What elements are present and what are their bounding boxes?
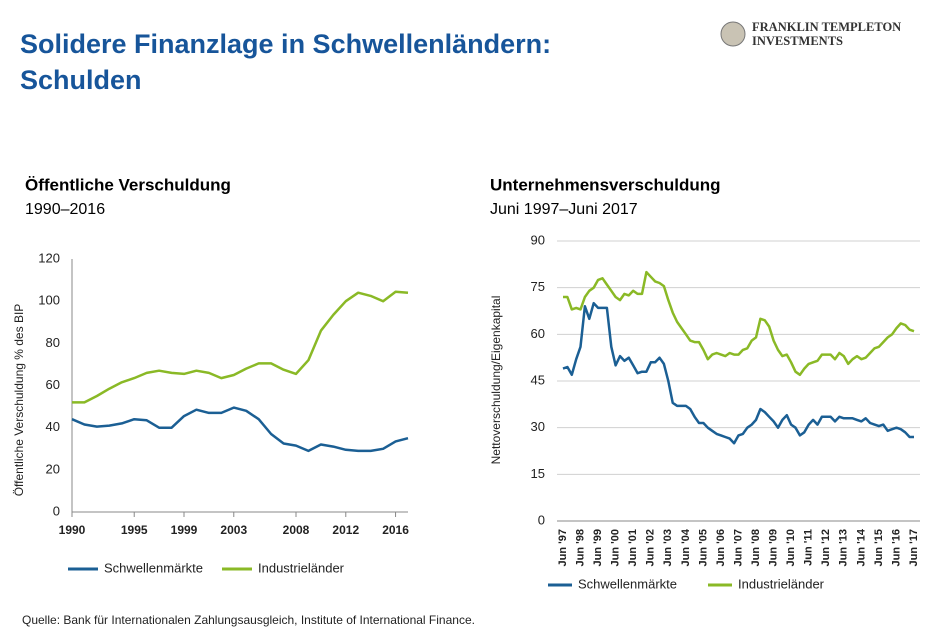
x-tick-label: 2008 xyxy=(283,523,310,537)
y-tick-label: 0 xyxy=(53,503,60,518)
y-tick-label: 90 xyxy=(531,232,545,247)
y-tick-label: 80 xyxy=(46,335,60,350)
x-tick-label: Jun '15 xyxy=(873,529,885,566)
legend-label: Industrieländer xyxy=(258,560,345,575)
legend-label: Schwellenmärkte xyxy=(104,560,203,575)
slide-title: Solidere Finanzlage in Schwellenländern: xyxy=(20,29,551,59)
x-tick-label: Jun '00 xyxy=(610,529,622,566)
y-tick-label: 100 xyxy=(38,293,60,308)
x-tick-label: Jun '09 xyxy=(768,529,780,566)
x-tick-label: Jun '02 xyxy=(645,529,657,566)
y-tick-label: 120 xyxy=(38,250,60,265)
data-line xyxy=(562,301,914,445)
chart-title: Öffentliche Verschuldung xyxy=(25,175,231,194)
x-tick-label: Jun '13 xyxy=(838,529,850,566)
x-tick-label: Jun '01 xyxy=(627,529,639,566)
x-tick-label: Jun '11 xyxy=(803,529,815,566)
x-tick-label: Jun '08 xyxy=(750,529,762,566)
y-tick-label: 0 xyxy=(538,512,545,527)
y-tick-label: 40 xyxy=(46,419,60,434)
x-tick-label: Jun '16 xyxy=(890,529,902,566)
x-tick-label: Jun '98 xyxy=(574,529,586,566)
y-tick-label: 75 xyxy=(531,279,545,294)
chart-subtitle: 1990–2016 xyxy=(25,201,105,218)
data-line xyxy=(71,406,409,453)
logo-text: FRANKLIN TEMPLETON xyxy=(752,20,901,34)
x-tick-label: Jun '07 xyxy=(732,529,744,566)
chart-title: Unternehmensverschuldung xyxy=(490,175,721,194)
logo-text: INVESTMENTS xyxy=(752,34,843,48)
data-line xyxy=(72,290,409,404)
x-tick-label: 2003 xyxy=(220,523,247,537)
legend-label: Industrieländer xyxy=(738,576,825,591)
x-tick-label: Jun '10 xyxy=(785,529,797,566)
x-tick-label: 2016 xyxy=(382,523,409,537)
y-axis-label: Nettoverschuldung/Eigenkapital xyxy=(489,296,503,465)
x-tick-label: 2012 xyxy=(332,523,359,537)
legend-label: Schwellenmärkte xyxy=(578,576,677,591)
x-tick-label: Jun '99 xyxy=(592,529,604,566)
source-note: Quelle: Bank für Internationalen Zahlung… xyxy=(22,613,475,627)
x-tick-label: Jun '12 xyxy=(820,529,832,566)
x-tick-label: Jun '97 xyxy=(557,529,569,566)
slide-title: Schulden xyxy=(20,65,142,95)
x-tick-label: Jun '17 xyxy=(908,529,920,566)
x-tick-label: Jun '06 xyxy=(715,529,727,566)
y-tick-label: 45 xyxy=(531,372,545,387)
y-tick-label: 60 xyxy=(46,377,60,392)
y-tick-label: 20 xyxy=(46,461,60,476)
x-tick-label: 1995 xyxy=(121,523,148,537)
x-tick-label: Jun '04 xyxy=(680,528,692,566)
y-tick-label: 30 xyxy=(531,419,545,434)
y-tick-label: 15 xyxy=(531,466,545,481)
data-line xyxy=(563,270,915,377)
logo-icon xyxy=(720,21,746,47)
x-tick-label: Jun '14 xyxy=(855,528,867,566)
chart-subtitle: Juni 1997–Juni 2017 xyxy=(490,201,638,218)
x-tick-label: Jun '05 xyxy=(697,529,709,566)
x-tick-label: Jun '03 xyxy=(662,529,674,566)
x-tick-label: 1990 xyxy=(59,523,86,537)
y-tick-label: 60 xyxy=(531,326,545,341)
x-tick-label: 1999 xyxy=(171,523,198,537)
y-axis-label: Öffentliche Verschuldung % des BIP xyxy=(12,304,26,497)
